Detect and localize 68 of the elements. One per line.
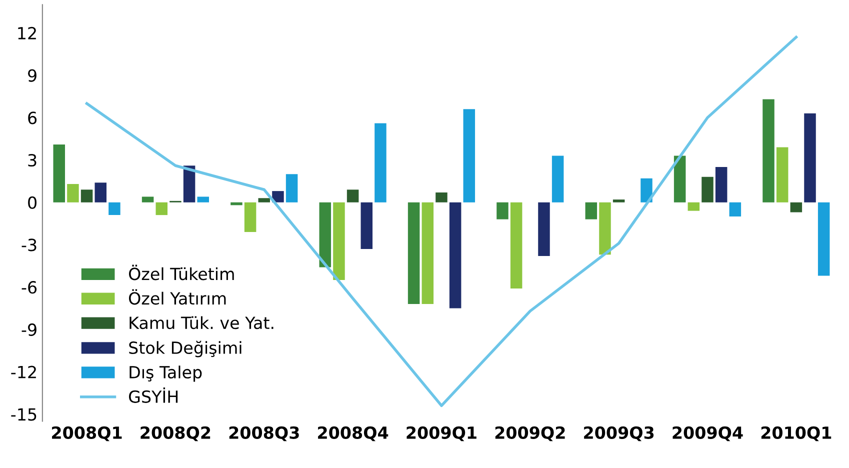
- x-tick-label: 2008Q4: [318, 426, 388, 442]
- line-series: [85, 36, 798, 408]
- bar: [790, 202, 802, 212]
- bar: [715, 167, 728, 202]
- bar: [804, 113, 816, 202]
- bar: [640, 178, 652, 202]
- y-tick-label: -9: [22, 323, 36, 336]
- y-tick-label: -6: [22, 281, 37, 294]
- legend-label: Özel Tüketim: [128, 264, 234, 280]
- bar: [53, 144, 65, 202]
- bar: [244, 202, 256, 232]
- bar: [360, 202, 373, 249]
- bar: [674, 156, 686, 202]
- bar: [776, 147, 788, 202]
- bar: [374, 123, 386, 202]
- legend-label: GSYİH: [128, 388, 178, 403]
- bar: [496, 202, 508, 220]
- bar: [346, 190, 359, 202]
- y-tick-label: 0: [28, 196, 36, 209]
- bar: [142, 196, 154, 202]
- bar: [272, 191, 284, 202]
- bar: [599, 202, 611, 255]
- bar: [510, 202, 522, 288]
- x-tick-label: 2010Q1: [761, 426, 832, 442]
- x-tick-label: 2008Q1: [52, 426, 122, 442]
- bar: [422, 202, 434, 304]
- x-tick-label: 2009Q3: [584, 426, 654, 442]
- bar: [449, 202, 462, 308]
- bar: [762, 99, 774, 202]
- bar: [197, 196, 210, 202]
- bar: [408, 202, 420, 304]
- x-tick-label: 2009Q4: [672, 426, 743, 442]
- y-tick-label: 3: [28, 154, 36, 167]
- bar: [108, 202, 120, 216]
- y-tick-label: -15: [11, 408, 36, 421]
- legend-label: Stok Değişimi: [129, 340, 242, 358]
- legend-label: Kamu Tük. ve Yat.: [130, 316, 274, 330]
- bar: [286, 174, 298, 202]
- y-tick-label: 9: [28, 69, 36, 82]
- bar: [552, 156, 564, 202]
- bar: [585, 202, 598, 220]
- legend-label: Dış Talep: [130, 366, 202, 382]
- bar: [729, 202, 742, 216]
- x-tick-label: 2009Q2: [495, 426, 565, 442]
- bar: [463, 109, 476, 202]
- bar: [612, 200, 625, 202]
- x-tick-label: 2008Q3: [229, 426, 299, 442]
- x-tick-label: 2008Q2: [140, 426, 210, 442]
- bar: [818, 202, 830, 276]
- bar: [333, 202, 345, 280]
- bar: [319, 202, 332, 268]
- bar: [94, 182, 106, 202]
- bar: [702, 176, 714, 202]
- bar: [258, 198, 270, 202]
- x-tick-label: 2009Q1: [406, 426, 476, 442]
- y-tick-label: 6: [28, 112, 37, 124]
- bar: [80, 190, 93, 202]
- bar: [538, 202, 550, 256]
- y-tick-label: -12: [11, 366, 36, 378]
- legend-label: Özel Yatırım: [128, 289, 226, 305]
- y-tick-label: 12: [18, 26, 36, 40]
- y-tick-label: -3: [22, 238, 36, 252]
- bar: [156, 202, 168, 216]
- bar: [230, 202, 242, 206]
- bar: [67, 184, 79, 202]
- bar: [183, 166, 196, 202]
- bar: [688, 202, 700, 211]
- bar: [436, 192, 448, 202]
